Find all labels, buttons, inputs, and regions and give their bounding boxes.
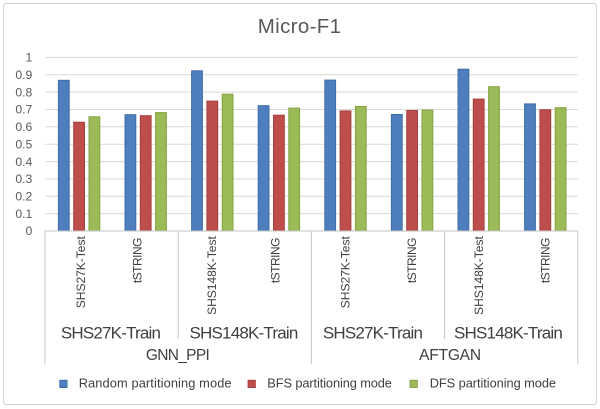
svg-text:0.8: 0.8 — [15, 85, 32, 99]
svg-text:tSTRING: tSTRING — [131, 238, 145, 283]
svg-text:SHS27K-Test: SHS27K-Test — [339, 236, 353, 309]
svg-text:0.2: 0.2 — [15, 190, 32, 204]
svg-text:SHS27K-Train: SHS27K-Train — [323, 324, 423, 343]
svg-text:0.6: 0.6 — [15, 120, 32, 134]
svg-text:Micro-F1: Micro-F1 — [258, 15, 342, 38]
svg-text:0.3: 0.3 — [15, 172, 32, 186]
svg-text:tSTRING: tSTRING — [269, 238, 283, 283]
svg-text:0.9: 0.9 — [15, 68, 32, 82]
svg-text:0.7: 0.7 — [15, 103, 32, 117]
svg-text:0.1: 0.1 — [15, 207, 32, 221]
svg-text:1: 1 — [26, 51, 33, 65]
svg-text:0.4: 0.4 — [15, 155, 32, 169]
svg-text:GNN_PPI: GNN_PPI — [146, 347, 209, 364]
svg-text:tSTRING: tSTRING — [405, 238, 419, 283]
svg-text:Random partitioning mode: Random partitioning mode — [79, 376, 232, 391]
svg-text:AFTGAN: AFTGAN — [419, 347, 481, 364]
svg-text:0.5: 0.5 — [15, 137, 32, 151]
svg-text:tSTRING: tSTRING — [539, 238, 553, 283]
svg-text:SHS27K-Test: SHS27K-Test — [74, 236, 88, 309]
svg-text:SHS148K-Train: SHS148K-Train — [189, 324, 297, 343]
svg-text:BFS partitioning mode: BFS partitioning mode — [267, 376, 392, 391]
svg-text:SHS27K-Train: SHS27K-Train — [61, 324, 161, 343]
svg-text:DFS partitioning mode: DFS partitioning mode — [430, 376, 556, 391]
svg-text:SHS148K-Test: SHS148K-Test — [472, 236, 486, 315]
svg-text:SHS148K-Test: SHS148K-Test — [205, 236, 219, 315]
svg-text:0: 0 — [26, 224, 33, 238]
svg-text:SHS148K-Train: SHS148K-Train — [454, 324, 562, 343]
